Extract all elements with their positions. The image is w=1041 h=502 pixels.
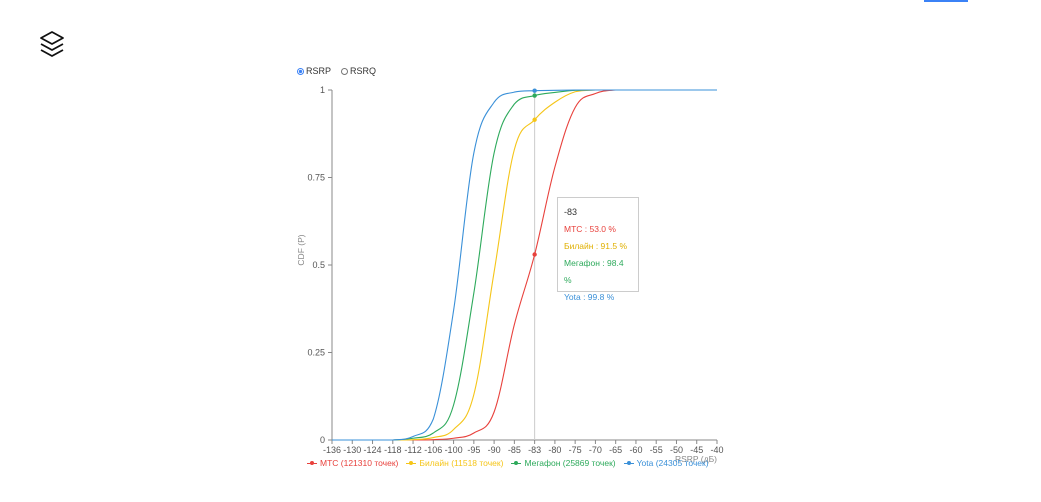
top-accent-bar [924, 0, 968, 2]
x-tick-label: -112 [404, 445, 421, 455]
x-tick-label: -45 [690, 445, 703, 455]
legend-label: Yota (24305 точек) [636, 458, 709, 468]
radio-rsrp[interactable]: RSRP [297, 66, 331, 76]
x-tick-label: -60 [629, 445, 642, 455]
legend-marker [307, 459, 317, 467]
legend-label: Мегафон (25869 точек) [524, 458, 616, 468]
x-tick-label: -136 [323, 445, 341, 455]
y-tick-label: 0.75 [307, 173, 325, 183]
legend-marker [406, 459, 417, 467]
radio-rsrq-dot[interactable] [341, 67, 349, 75]
series-line-3 [332, 89, 717, 441]
chart-tooltip: -83 МТС : 53.0 % Билайн : 91.5 % Мегафон… [557, 197, 639, 302]
y-axis-title: CDF (P) [296, 234, 306, 265]
x-tick-label: -65 [609, 445, 622, 455]
x-tick-label: -40 [710, 445, 723, 455]
x-tick-label: -90 [488, 445, 501, 455]
series-point-0 [532, 252, 537, 257]
legend-marker [511, 459, 522, 467]
x-tick-label: -70 [589, 445, 602, 455]
y-tick-label: 0.25 [307, 348, 325, 358]
radio-rsrp-dot[interactable] [297, 67, 304, 75]
y-tick-label: 0 [320, 435, 325, 445]
y-tick-label: 1 [320, 85, 325, 95]
legend-item-mts[interactable]: МТС (121310 точек) [307, 458, 398, 468]
series-line-1 [332, 89, 717, 441]
tooltip-row-mts: МТС : 53.0 % [564, 224, 616, 234]
metric-radio-group: RSRP RSRQ [297, 66, 376, 76]
x-axis-title: RSRP (дБ) [675, 454, 717, 464]
legend-label: Билайн (11518 точек) [419, 458, 504, 468]
tooltip-row-beeline: Билайн : 91.5 % [564, 241, 628, 251]
radio-rsrq[interactable]: RSRQ [341, 66, 376, 76]
x-tick-label: -118 [384, 445, 401, 455]
series-point-2 [532, 93, 537, 98]
radio-rsrq-label: RSRQ [350, 66, 377, 76]
x-tick-label: -50 [670, 445, 683, 455]
series-point-1 [532, 117, 537, 122]
x-tick-label: -55 [650, 445, 663, 455]
series-point-3 [532, 88, 537, 93]
tooltip-row-megafon: Мегафон : 98.4 % [564, 258, 624, 285]
x-tick-label: -85 [508, 445, 521, 455]
tooltip-row-yota: Yota : 99.8 % [564, 292, 615, 302]
layers-icon[interactable] [38, 29, 66, 59]
legend-item-megafon[interactable]: Мегафон (25869 точек) [511, 458, 616, 468]
legend-item-yota[interactable]: Yota (24305 точек) [623, 458, 709, 468]
x-tick-label: -106 [424, 445, 442, 455]
y-tick-label: 0.5 [312, 260, 325, 270]
x-tick-label: -83 [528, 445, 541, 455]
radio-rsrp-label: RSRP [306, 66, 332, 76]
tooltip-x-value: -83 [564, 207, 578, 217]
chart-legend: МТС (121310 точек) Билайн (11518 точек) … [307, 458, 709, 468]
x-tick-label: -80 [548, 445, 561, 455]
series-line-0 [332, 89, 717, 441]
legend-marker [623, 459, 634, 467]
series-line-2 [332, 89, 717, 441]
legend-label: МТС (121310 точек) [320, 458, 399, 468]
x-tick-label: -100 [445, 445, 463, 455]
x-tick-label: -130 [343, 445, 361, 455]
legend-item-beeline[interactable]: Билайн (11518 точек) [406, 458, 503, 468]
x-tick-label: -124 [364, 445, 382, 455]
x-tick-label: -95 [467, 445, 480, 455]
x-tick-label: -75 [569, 445, 582, 455]
